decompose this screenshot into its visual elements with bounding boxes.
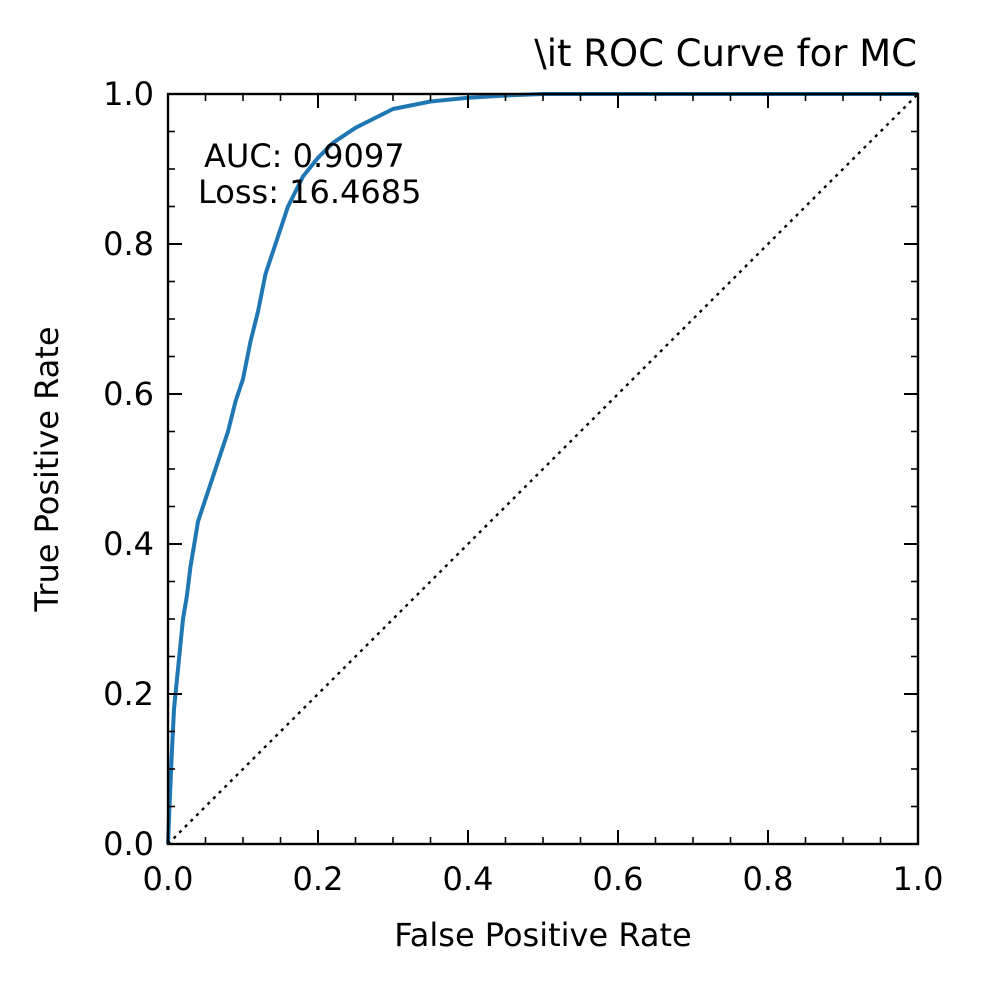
x-axis-label: False Positive Rate xyxy=(394,916,691,954)
roc-curve-line xyxy=(166,92,918,845)
x-tick-label: 0.4 xyxy=(443,860,494,898)
y-tick-label: 0.2 xyxy=(103,675,154,713)
axis-ticks: 0.0 0.2 0.4 0.6 0.8 1.0 0.0 0.2 0.4 0.6 0.8 1.0 xyxy=(103,75,943,898)
y-tick-label: 0.8 xyxy=(103,225,154,263)
x-tick-label: 0.8 xyxy=(743,860,794,898)
auc-annotation: AUC: 0.9097 xyxy=(204,137,405,175)
plot-area xyxy=(166,92,919,845)
y-tick-label: 1.0 xyxy=(103,75,154,113)
y-axis-label: True Positive Rate xyxy=(28,326,66,612)
chance-diagonal-line xyxy=(167,93,919,845)
x-tick-label: 0.2 xyxy=(293,860,344,898)
y-tick-label: 0.0 xyxy=(103,825,154,863)
chart-title: \it ROC Curve for MC xyxy=(534,32,917,75)
x-tick-label: 0.6 xyxy=(593,860,644,898)
y-tick-label: 0.4 xyxy=(103,525,154,563)
x-tick-label: 0.0 xyxy=(143,860,194,898)
y-tick-label: 0.6 xyxy=(103,375,154,413)
annotations: AUC: 0.9097 Loss: 16.4685 xyxy=(198,137,421,211)
plot-frame xyxy=(166,92,920,846)
loss-annotation: Loss: 16.4685 xyxy=(198,173,421,211)
x-tick-label: 1.0 xyxy=(893,860,944,898)
